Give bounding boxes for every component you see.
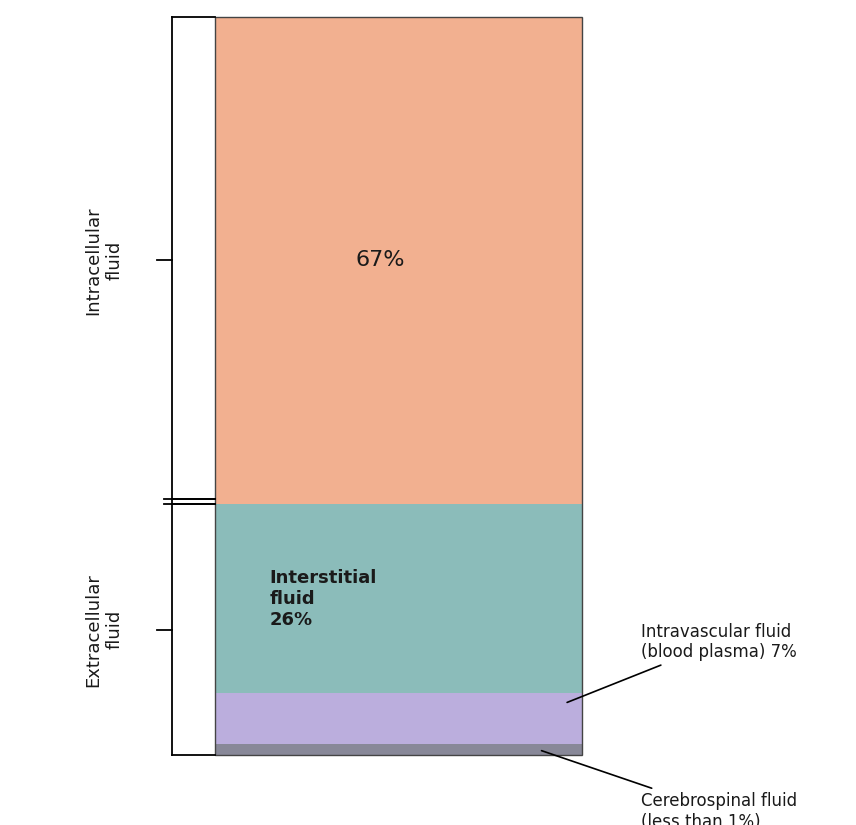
Text: Extracellular
fluid: Extracellular fluid bbox=[85, 573, 123, 686]
Bar bbox=[215, 16, 581, 755]
Text: Cerebrospinal fluid
(less than 1%): Cerebrospinal fluid (less than 1%) bbox=[542, 751, 798, 825]
Text: Interstitial
fluid
26%: Interstitial fluid 26% bbox=[270, 569, 377, 629]
Bar bbox=[215, 16, 581, 504]
Bar bbox=[215, 744, 581, 755]
Text: Intravascular fluid
(blood plasma) 7%: Intravascular fluid (blood plasma) 7% bbox=[567, 623, 797, 702]
Bar bbox=[215, 693, 581, 744]
Text: 67%: 67% bbox=[355, 251, 405, 271]
Bar bbox=[215, 504, 581, 693]
Text: Intracellular
fluid: Intracellular fluid bbox=[85, 206, 123, 315]
